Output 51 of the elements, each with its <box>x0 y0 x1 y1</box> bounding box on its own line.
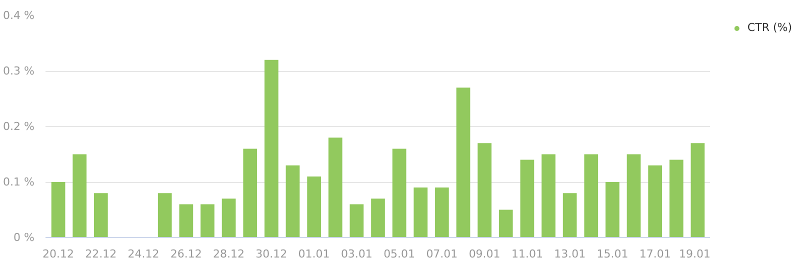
bar <box>371 198 385 238</box>
y-tick-label: 0.1 % <box>3 176 35 188</box>
x-tick-label: 07.01 <box>426 248 458 260</box>
y-tick-label: 0 % <box>14 231 35 244</box>
bar <box>264 60 278 238</box>
bar <box>158 193 172 238</box>
bar <box>94 193 108 238</box>
bar <box>51 182 66 238</box>
x-tick-label: 15.01 <box>596 248 628 260</box>
bar <box>562 193 577 238</box>
y-tick-label: 0.2 % <box>3 120 35 133</box>
x-tick-label: 11.01 <box>511 248 543 260</box>
x-tick-label: 24.12 <box>128 248 160 260</box>
x-tick-label: 22.12 <box>85 248 117 260</box>
bar <box>606 182 620 238</box>
bar <box>350 204 364 238</box>
bar <box>392 148 406 238</box>
bar <box>669 160 684 238</box>
y-tick-label: 0.3 % <box>3 64 35 78</box>
bar <box>690 143 705 238</box>
x-tick-label: 01.01 <box>298 248 330 260</box>
x-tick-label: 09.01 <box>468 248 500 260</box>
bar <box>498 210 513 238</box>
bar <box>307 176 321 238</box>
x-tick-label: 20.12 <box>42 248 74 260</box>
bar <box>478 143 492 238</box>
bar <box>179 204 194 238</box>
x-tick-label: 13.01 <box>554 248 586 260</box>
bar <box>584 154 598 238</box>
bar <box>222 198 236 238</box>
bar <box>542 154 556 238</box>
bar <box>414 188 428 238</box>
x-tick-label: 26.12 <box>170 248 202 260</box>
bar <box>243 148 258 238</box>
bar <box>200 204 214 238</box>
bar <box>456 88 470 238</box>
x-tick-label: 30.12 <box>256 248 288 260</box>
bar <box>286 165 300 238</box>
bar <box>328 138 342 238</box>
x-tick-label: 03.01 <box>340 248 372 260</box>
x-tick-label: 17.01 <box>639 248 671 260</box>
bar <box>72 154 87 238</box>
legend-label: CTR (%) <box>747 21 792 34</box>
x-tick-label: 28.12 <box>213 248 245 260</box>
bar <box>435 188 449 238</box>
x-tick-label: 05.01 <box>384 248 416 260</box>
bar <box>626 154 641 238</box>
bar <box>520 160 534 238</box>
y-tick-label: 0.4 % <box>3 9 35 22</box>
bar <box>648 165 662 238</box>
x-tick-label: 19.01 <box>679 248 711 260</box>
